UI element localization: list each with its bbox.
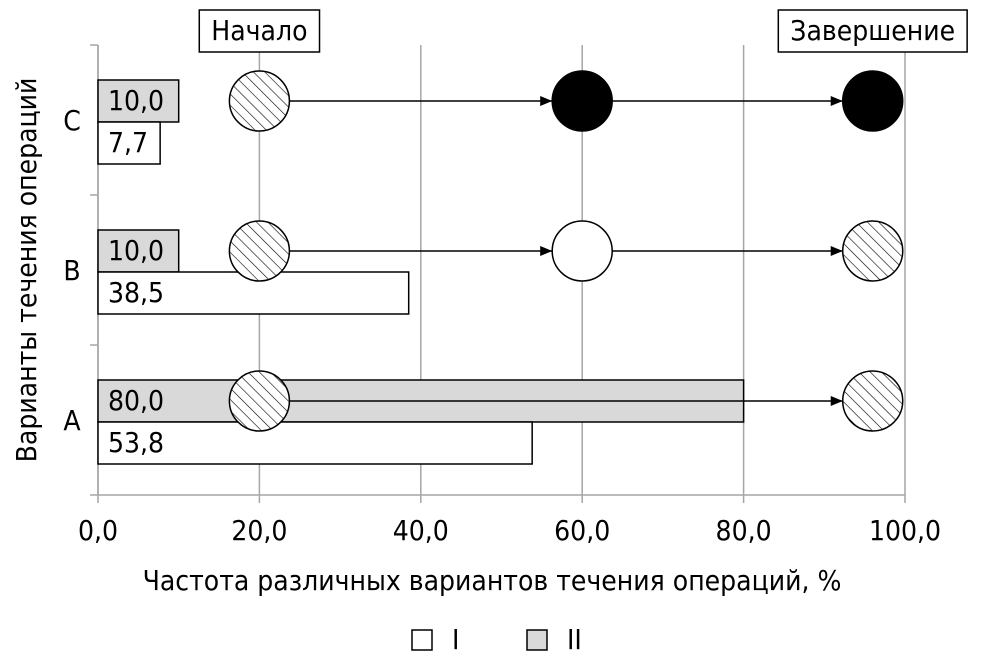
bar [97,421,533,465]
flow-node [551,220,613,282]
legend-label: II [567,623,582,656]
value-label: 7,7 [108,126,148,159]
y-axis-label: Варианты течения операций [10,78,43,463]
annotation-box [198,9,321,53]
flow-node [841,370,904,432]
legend-swatch [411,629,433,651]
value-label: 10,0 [108,84,164,117]
x-tick-label: 100,0 [869,514,941,547]
legend-label: I [452,623,459,656]
x-tick-label: 60,0 [554,514,610,547]
bar [97,229,180,273]
value-label: 38,5 [108,276,164,309]
y-tick-label: B [63,254,80,287]
x-axis-label: Частота различных вариантов течения опер… [143,564,842,597]
flow-node [228,220,291,282]
flow-node [841,220,904,282]
x-tick-label: 80,0 [716,514,772,547]
x-tick-label: 40,0 [393,514,449,547]
bar [97,79,180,123]
legend-swatch [526,629,548,651]
flow-node [551,70,613,132]
value-label: 80,0 [108,384,164,417]
annotation: Завершение [790,14,955,47]
value-label: 10,0 [108,234,164,267]
x-tick-label: 20,0 [231,514,287,547]
value-label: 53,8 [108,426,164,459]
annotation: Начало [211,14,307,47]
y-tick-label: A [63,404,81,437]
annotation-box [777,9,968,53]
y-tick-label: C [63,104,81,137]
flow-node [228,70,291,132]
flow-node [841,70,904,132]
x-tick-label: 0,0 [78,514,118,547]
flow-node [228,370,291,432]
bar [97,121,161,165]
